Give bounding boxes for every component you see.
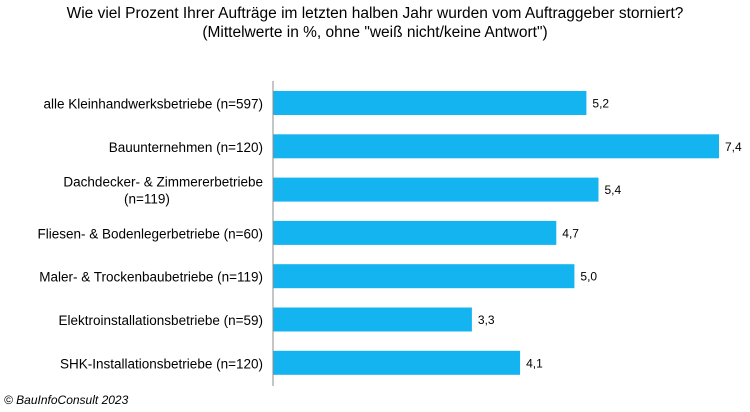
data-label-5: 3,3	[478, 313, 495, 327]
data-label-0: 5,2	[592, 97, 609, 111]
category-label-3: Fliesen- & Bodenlegerbetriebe (n=60)	[37, 226, 263, 241]
data-label-6: 4,1	[526, 356, 543, 370]
bar-6	[273, 350, 521, 375]
data-label-3: 4,7	[562, 226, 579, 240]
category-label-6: SHK-Installationsbetriebe (n=120)	[60, 356, 263, 371]
category-label-2-line-1: (n=119)	[124, 192, 170, 207]
bar-3	[273, 220, 557, 245]
bar-2	[273, 177, 599, 202]
bar-5	[273, 307, 472, 332]
bar-1	[273, 134, 719, 159]
chart-title: Wie viel Prozent Ihrer Aufträge im letzt…	[66, 5, 684, 22]
chart-subtitle: (Mittelwerte in %, ohne "weiß nicht/kein…	[202, 24, 548, 41]
copyright-footer: © BauInfoConsult 2023	[4, 393, 129, 407]
data-label-4: 5,0	[580, 270, 597, 284]
category-label-1: Bauunternehmen (n=120)	[109, 140, 263, 155]
data-label-1: 7,4	[725, 140, 742, 154]
data-label-2: 5,4	[605, 183, 622, 197]
category-label-4: Maler- & Trockenbaubetriebe (n=119)	[39, 270, 263, 285]
category-label-5: Elektroinstallationsbetriebe (n=59)	[59, 313, 264, 328]
bar-0	[273, 91, 587, 115]
category-label-0: alle Kleinhandwerksbetriebe (n=597)	[43, 97, 263, 112]
chart-title-block: Wie viel Prozent Ihrer Aufträge im letzt…	[0, 4, 750, 42]
category-label-2-line-0: Dachdecker- & Zimmererbetriebe	[63, 175, 263, 190]
bar-4	[273, 264, 575, 289]
